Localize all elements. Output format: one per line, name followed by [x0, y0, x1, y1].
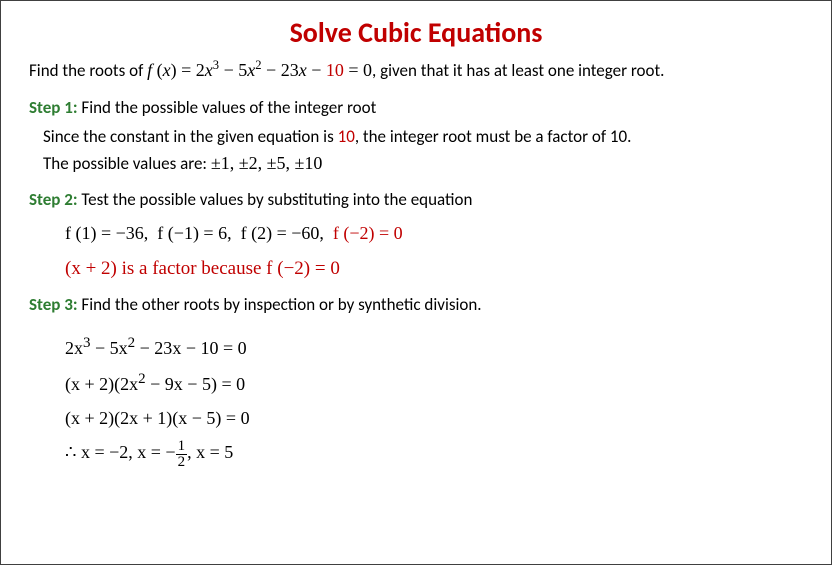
- step1-heading: Step 1: Find the possible values of the …: [29, 97, 803, 118]
- step3-heading: Step 3: Find the other roots by inspecti…: [29, 294, 803, 315]
- constant-highlight: 10: [326, 60, 344, 80]
- factor-text: is a factor because: [117, 258, 266, 279]
- step1-values: ±1, ±2, ±5, ±10: [211, 153, 323, 173]
- factor-eq: f (−2) = 0: [266, 258, 340, 279]
- factor-expr: (x + 2): [65, 258, 117, 279]
- problem-suffix: , given that it has at least one integer…: [372, 60, 664, 81]
- step2-text: Test the possible values by substituting…: [78, 189, 473, 210]
- step1-constant: 10: [338, 126, 355, 147]
- step1-line2-pre: The possible values are:: [43, 153, 211, 174]
- step3-solution: ∴ x = −2, x = −12, x = 5: [65, 435, 803, 469]
- step3-work: 2x3 − 5x2 − 23x − 10 = 0 (x + 2)(2x2 − 9…: [65, 329, 803, 470]
- problem-equation: f (x) = 2x3 − 5x2 − 23x − 10 = 0: [147, 60, 372, 80]
- frac-den: 2: [176, 455, 188, 470]
- step2-heading: Step 2: Test the possible values by subs…: [29, 189, 803, 210]
- step3-eq3: (x + 2)(2x + 1)(x − 5) = 0: [65, 401, 803, 435]
- step1-label: Step 1:: [29, 97, 78, 118]
- problem-prefix: Find the roots of: [29, 60, 147, 81]
- step1-text: Find the possible values of the integer …: [78, 97, 377, 118]
- step1-line1-post: , the integer root must be a factor of 1…: [355, 126, 632, 147]
- const-sign: −: [307, 60, 326, 80]
- step3-label: Step 3:: [29, 294, 78, 315]
- step1-line1-pre: Since the constant in the given equation…: [43, 126, 338, 147]
- step2-label: Step 2:: [29, 189, 78, 210]
- step3-eq1: 2x3 − 5x2 − 23x − 10 = 0: [65, 329, 803, 365]
- page-title: Solve Cubic Equations: [29, 15, 803, 50]
- fraction-half: 12: [176, 439, 188, 470]
- zero-test: f (−2) = 0: [333, 223, 403, 243]
- step1-body: Since the constant in the given equation…: [43, 124, 803, 177]
- rhs: = 0: [344, 60, 372, 80]
- step3-text: Find the other roots by inspection or by…: [78, 294, 482, 315]
- frac-num: 1: [176, 439, 188, 455]
- worked-example-page: Solve Cubic Equations Find the roots of …: [0, 0, 832, 565]
- step3-eq2: (x + 2)(2x2 − 9x − 5) = 0: [65, 365, 803, 401]
- step2-tests: f (1) = −36, f (−1) = 6, f (2) = −60, f …: [65, 216, 803, 250]
- problem-statement: Find the roots of f (x) = 2x3 − 5x2 − 23…: [29, 60, 803, 81]
- step2-factor: (x + 2) is a factor because f (−2) = 0: [65, 258, 803, 280]
